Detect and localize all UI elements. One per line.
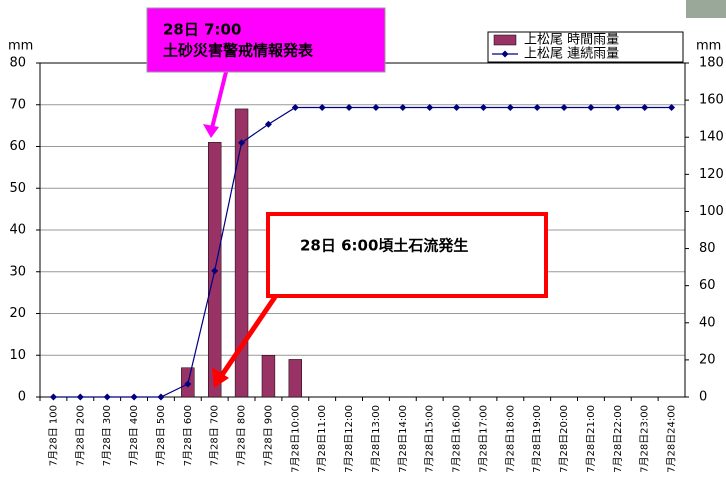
x-tick-label: 7月28日19:00 [531,405,543,473]
y-tick-label: 60 [9,139,26,154]
y-tick-label: 10 [9,348,26,363]
x-tick-label: 7月28日 900 [262,405,274,466]
x-tick-label: 7月28日 100 [47,405,59,466]
x-tick-label: 7月28日17:00 [477,405,489,473]
x-tick-label: 7月28日23:00 [639,405,651,473]
y-tick-label: 80 [9,56,26,71]
x-tick-label: 7月28日20:00 [558,405,570,473]
annotation-box [268,214,546,296]
x-tick-label: 7月28日 800 [236,405,248,466]
x-tick-label: 7月28日22:00 [612,405,624,473]
legend-label: 上松尾 時間雨量 [524,33,619,48]
marker [77,394,84,401]
x-tick-label: 7月28日13:00 [370,405,382,473]
x-tick-label: 7月28日18:00 [504,405,516,473]
x-tick-label: 7月28日 600 [182,405,194,466]
legend-label: 上松尾 連続雨量 [524,47,619,62]
marker [131,394,138,401]
annotation-text: 土砂災害警戒情報発表 [163,42,314,60]
y-tick-label: 40 [9,223,26,238]
y2-tick-label: 0 [699,390,707,405]
photo-fragment [686,0,726,18]
marker [104,394,111,401]
annotation-box [147,8,385,72]
chart: mm mm 0 10 20 30 40 50 60 70 80 0 20 40 60 80 100 120 14… [0,0,726,481]
annotation-text: 28日 7:00 [163,21,241,39]
arrow [212,72,226,128]
y-tick-label: 20 [9,306,26,321]
x-tick-label: 7月28日 400 [128,405,140,466]
marker [50,394,57,401]
marker [157,394,164,401]
y2-tick-label: 80 [699,241,716,256]
y2-tick-label: 60 [699,278,716,293]
y2-tick-label: 20 [699,352,716,367]
x-tick-label: 7月28日15:00 [424,405,436,473]
bar [262,355,275,397]
y-tick-label: 50 [9,181,26,196]
y2-tick-label: 120 [699,167,724,182]
bar [289,359,302,397]
x-tick-label: 7月28日12:00 [343,405,355,473]
y2-tick-label: 180 [699,56,724,71]
marker [265,121,272,128]
y2-unit: mm [696,39,721,54]
x-tick-label: 7月28日 500 [155,405,167,466]
y-tick-label: 70 [9,97,26,112]
x-tick-label: 7月28日11:00 [316,405,328,473]
x-tick-label: 7月28日24:00 [666,405,678,473]
y-tick-label: 30 [9,264,26,279]
y2-tick-label: 40 [699,315,716,330]
annotation-text: 28日 6:00頃土石流発生 [300,237,468,255]
arrow-head [203,124,219,138]
x-tick-label: 7月28日 200 [74,405,86,466]
x-tick-label: 7月28日21:00 [585,405,597,473]
x-tick-label: 7月28日 300 [101,405,113,466]
y-unit: mm [8,39,33,54]
x-tick-label: 7月28日10:00 [289,405,301,473]
y2-tick-label: 160 [699,93,724,108]
legend-swatch [494,35,516,45]
y2-tick-label: 100 [699,204,724,219]
y2-tick-label: 140 [699,130,724,145]
x-tick-label: 7月28日14:00 [397,405,409,473]
x-tick-label: 7月28日 700 [209,405,221,466]
y-tick-label: 0 [18,390,26,405]
x-tick-label: 7月28日16:00 [451,405,463,473]
